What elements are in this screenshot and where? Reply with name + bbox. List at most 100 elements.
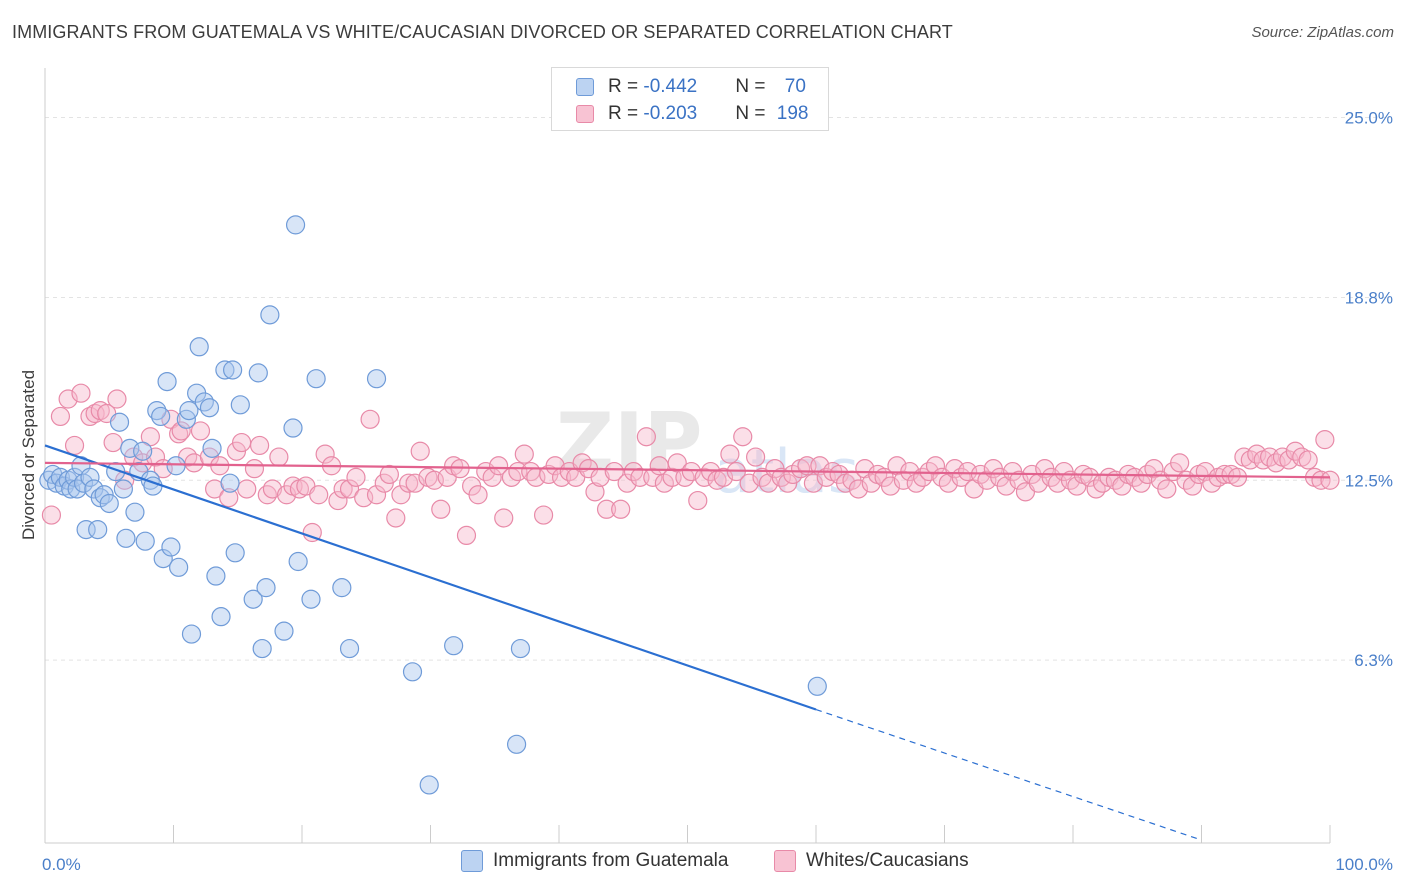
series-whites-caucasians — [41, 383, 1340, 546]
data-point — [391, 485, 411, 505]
data-point — [1298, 450, 1318, 470]
data-point — [244, 459, 265, 479]
data-point — [468, 485, 488, 505]
data-point — [431, 499, 451, 519]
data-point — [379, 464, 399, 485]
data-point — [88, 519, 108, 540]
data-point — [211, 607, 231, 627]
data-point — [366, 369, 387, 389]
legend-label-guatemala: Immigrants from Guatemala — [493, 850, 729, 871]
chart-title: IMMIGRANTS FROM GUATEMALA VS WHITE/CAUCA… — [12, 22, 953, 42]
data-point — [157, 372, 177, 392]
data-point — [285, 215, 306, 235]
data-point — [161, 537, 181, 557]
data-point — [243, 589, 263, 609]
data-point — [444, 636, 464, 656]
x-tick-label: 100.0% — [1335, 855, 1393, 874]
r-label: R = — [608, 103, 644, 124]
data-point — [80, 406, 100, 427]
trend-line-guatemala-extension — [815, 708, 1202, 841]
y-tick-label: 25.0% — [1345, 109, 1393, 128]
data-point — [339, 479, 360, 499]
pink-swatch — [576, 105, 594, 123]
data-point — [206, 566, 226, 586]
data-point — [720, 444, 740, 464]
data-point — [339, 638, 360, 659]
data-point — [288, 551, 308, 572]
data-point — [807, 676, 827, 696]
data-point — [604, 461, 624, 482]
series-legend: Immigrants from Guatemala Whites/Caucasi… — [0, 850, 1406, 878]
trend-line-whites — [44, 461, 1331, 479]
y-tick-label: 18.8% — [1345, 288, 1393, 307]
blue-swatch — [576, 78, 594, 96]
data-point — [402, 662, 423, 682]
data-point — [116, 528, 136, 548]
data-point — [181, 624, 202, 644]
stats-row-guatemala: R = -0.442 N = 70 — [576, 74, 806, 100]
y-tick-label: 6.3% — [1354, 651, 1393, 670]
data-point — [360, 409, 380, 429]
data-point — [249, 435, 270, 456]
stats-legend: R = -0.442 N = 70 R = -0.203 N = 198 — [551, 67, 829, 131]
n-label: N = — [735, 76, 771, 97]
data-point — [166, 456, 186, 476]
data-point — [76, 519, 96, 540]
data-point — [190, 421, 211, 441]
n-value: 198 — [776, 103, 809, 124]
data-point — [50, 406, 71, 427]
data-point — [643, 467, 663, 487]
data-point — [113, 479, 133, 499]
data-point — [262, 479, 283, 499]
r-value: -0.442 — [643, 76, 698, 97]
series-immigrants-guatemala — [39, 215, 827, 795]
data-point — [153, 549, 173, 569]
data-point — [103, 432, 123, 453]
data-point — [533, 505, 554, 525]
data-point — [219, 488, 239, 508]
data-point — [189, 337, 209, 357]
data-point — [494, 508, 514, 528]
data-point — [256, 578, 276, 598]
data-point — [151, 406, 171, 427]
n-label: N = — [735, 103, 771, 124]
trend-line-guatemala — [44, 444, 817, 711]
data-point — [179, 401, 199, 421]
data-point — [80, 467, 100, 487]
data-point — [283, 418, 303, 438]
data-point — [489, 456, 509, 476]
data-point — [399, 473, 419, 493]
n-value: 70 — [784, 76, 806, 97]
data-point — [109, 412, 130, 432]
legend-swatch-blue — [461, 850, 483, 872]
data-point — [99, 493, 119, 514]
y-tick-label: 12.5% — [1345, 471, 1393, 490]
data-point — [225, 543, 245, 563]
data-point — [688, 490, 708, 511]
data-point — [125, 502, 145, 522]
data-point — [346, 467, 366, 487]
data-point — [107, 389, 127, 409]
data-point — [410, 441, 430, 461]
r-label: R = — [608, 76, 644, 97]
data-point — [202, 438, 222, 458]
data-point — [746, 447, 766, 467]
legend-item-guatemala: Immigrants from Guatemala — [461, 850, 728, 872]
data-point — [328, 490, 348, 511]
data-point — [1170, 453, 1190, 473]
data-point — [223, 360, 243, 380]
data-point — [41, 505, 62, 525]
data-point — [366, 485, 387, 505]
data-point — [301, 589, 321, 609]
data-point — [257, 485, 277, 505]
grid-lines — [45, 117, 1390, 661]
data-point — [333, 479, 353, 499]
data-point — [514, 444, 534, 464]
data-point — [1182, 476, 1203, 496]
data-point — [169, 557, 189, 577]
data-point — [456, 525, 477, 546]
data-point — [506, 734, 527, 754]
stats-row-whites: R = -0.203 N = 198 — [576, 101, 808, 127]
data-point — [309, 485, 329, 505]
